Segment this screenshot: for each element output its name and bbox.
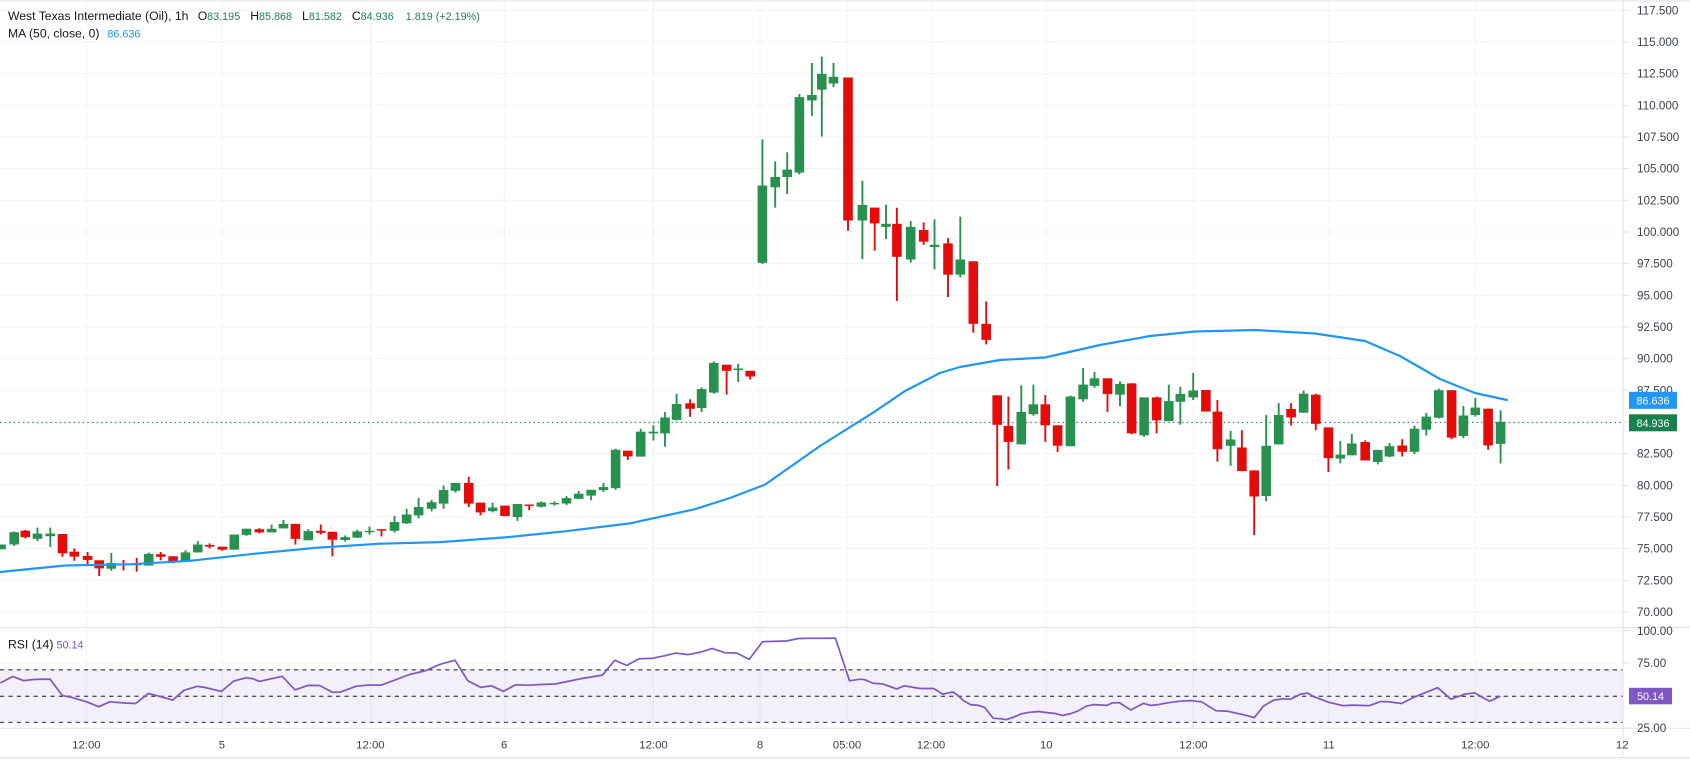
svg-text:50.14: 50.14 [1637, 691, 1664, 703]
svg-text:25.00: 25.00 [1637, 722, 1667, 735]
svg-text:12:00: 12:00 [1461, 740, 1490, 752]
svg-text:8: 8 [757, 740, 763, 752]
svg-text:97.500: 97.500 [1637, 258, 1673, 271]
svg-text:100.000: 100.000 [1637, 226, 1680, 239]
svg-text:115.000: 115.000 [1637, 36, 1679, 49]
svg-text:70.000: 70.000 [1637, 606, 1673, 619]
svg-text:MA (50, close, 0): MA (50, close, 0) [8, 26, 99, 40]
svg-text:5: 5 [219, 740, 225, 752]
svg-text:77.500: 77.500 [1637, 511, 1673, 524]
svg-text:107.500: 107.500 [1637, 131, 1680, 144]
svg-text:12:00: 12:00 [356, 740, 385, 752]
svg-text:110.000: 110.000 [1637, 99, 1679, 112]
svg-text:50.14: 50.14 [57, 639, 84, 651]
svg-text:102.500: 102.500 [1637, 194, 1680, 207]
svg-text:12:00: 12:00 [1179, 740, 1208, 752]
svg-text:75.000: 75.000 [1637, 543, 1673, 556]
svg-text:12: 12 [1616, 740, 1629, 752]
svg-text:72.500: 72.500 [1637, 574, 1673, 587]
svg-text:12:00: 12:00 [639, 740, 668, 752]
svg-text:112.500: 112.500 [1637, 68, 1679, 81]
svg-text:95.000: 95.000 [1637, 289, 1673, 302]
svg-text:82.500: 82.500 [1637, 448, 1673, 461]
svg-text:10: 10 [1040, 740, 1053, 752]
svg-text:12:00: 12:00 [917, 740, 946, 752]
svg-text:11: 11 [1323, 740, 1335, 752]
svg-text:80.000: 80.000 [1637, 479, 1673, 492]
svg-text:92.500: 92.500 [1637, 321, 1673, 334]
svg-text:6: 6 [501, 740, 507, 752]
svg-text:05:00: 05:00 [833, 740, 862, 752]
svg-text:RSI (14): RSI (14) [8, 637, 53, 651]
svg-text:100.00: 100.00 [1637, 625, 1673, 638]
svg-text:12:00: 12:00 [72, 740, 101, 752]
svg-text:75.00: 75.00 [1637, 657, 1667, 670]
svg-text:86.636: 86.636 [107, 28, 140, 40]
svg-text:105.000: 105.000 [1637, 163, 1680, 176]
svg-text:West Texas Intermediate (Oil),: West Texas Intermediate (Oil), 1h [8, 9, 188, 23]
svg-text:90.000: 90.000 [1637, 353, 1673, 366]
svg-text:86.636: 86.636 [1636, 395, 1669, 407]
svg-text:117.500: 117.500 [1637, 4, 1679, 17]
svg-text:84.936: 84.936 [1636, 418, 1669, 430]
